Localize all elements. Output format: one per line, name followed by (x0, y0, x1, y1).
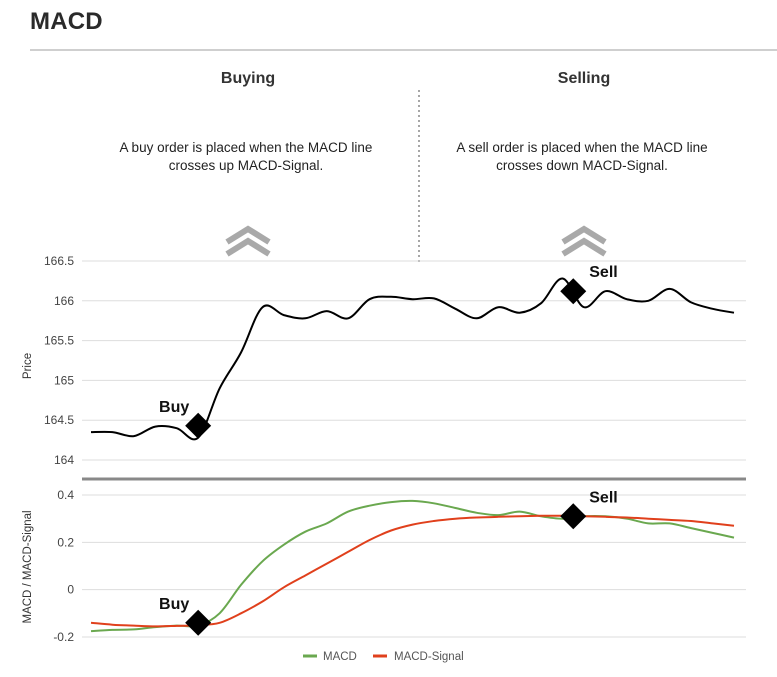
legend-macd: MACD (323, 651, 357, 663)
macd-axis-label: MACD / MACD-Signal (22, 510, 34, 623)
price-buy-label: Buy (159, 399, 189, 416)
macd-tick-label: 0.4 (57, 488, 74, 502)
selling-heading: Selling (557, 70, 611, 87)
title-divider (30, 49, 777, 51)
selling-description: A sell order is placed when the MACD lin… (432, 139, 732, 175)
sell-chevron-icon (561, 225, 607, 257)
buying-description-line2: crosses up MACD-Signal. (168, 158, 324, 173)
buying-description-line1: A buy order is placed when the MACD line (119, 140, 373, 155)
macd-tick-label: -0.2 (53, 630, 74, 644)
legend-macd-signal: MACD-Signal (394, 651, 464, 663)
diamond-marker-icon (185, 412, 212, 439)
buying-heading: Buying (220, 70, 276, 87)
diamond-marker-icon (185, 609, 212, 636)
price-tick-label: 166.5 (44, 254, 74, 268)
page-title: MACD (30, 8, 103, 35)
macd-buy-marker: Buy (159, 596, 212, 636)
price-sell-label: Sell (589, 264, 617, 281)
price-tick-label: 164 (54, 453, 74, 467)
price-buy-marker: Buy (159, 399, 212, 439)
price-tick-label: 165.5 (44, 334, 74, 348)
price-axis-label: Price (22, 353, 34, 379)
selling-description-line1: A sell order is placed when the MACD lin… (456, 140, 708, 155)
price-tick-label: 166 (54, 294, 74, 308)
signal-markers: Buy Sell Buy Sell (159, 264, 618, 636)
macd-buy-label: Buy (159, 596, 189, 613)
macd-sell-marker: Sell (560, 489, 618, 530)
price-tick-label: 165 (54, 373, 74, 387)
macd-grid (82, 494, 746, 638)
diamond-marker-icon (560, 278, 587, 305)
buying-description: A buy order is placed when the MACD line… (96, 139, 396, 175)
price-grid (82, 260, 746, 461)
macd-tick-label: 0.2 (57, 535, 74, 549)
selling-description-line2: crosses down MACD-Signal. (496, 158, 668, 173)
diamond-marker-icon (560, 503, 587, 530)
price-tick-labels: 164 164.5 165 165.5 166 166.5 (44, 254, 74, 467)
macd-tick-labels: -0.2 0 0.2 0.4 (53, 488, 74, 644)
legend: MACD MACD-Signal (303, 651, 464, 663)
macd-sell-label: Sell (589, 489, 617, 506)
macd-tick-label: 0 (67, 583, 74, 597)
buy-chevron-icon (225, 225, 271, 257)
price-sell-marker: Sell (560, 264, 618, 305)
price-tick-label: 164.5 (44, 413, 74, 427)
